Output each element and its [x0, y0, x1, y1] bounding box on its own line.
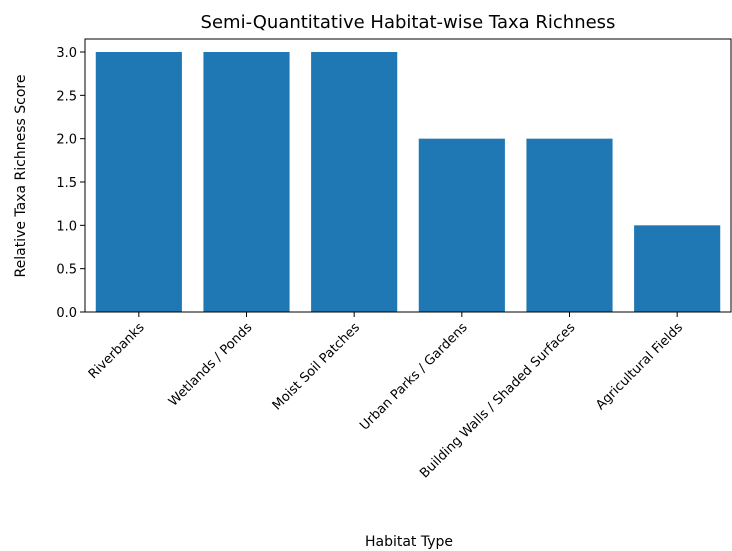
bar-3: [418, 138, 505, 312]
bar-4: [526, 138, 613, 312]
x-axis: Riverbanks Wetlands / Ponds Moist Soil Pat…: [86, 312, 686, 481]
chart-title: Semi-Quantitative Habitat-wise Taxa Rich…: [201, 12, 616, 33]
y-tick-label-6: 3.0: [56, 46, 77, 61]
y-tick-label-4: 2.0: [56, 133, 77, 148]
x-axis-label: Habitat Type: [365, 534, 453, 550]
x-tick-label-5: Agricultural Fields: [593, 320, 686, 413]
plot-frame: [84, 38, 732, 313]
x-tick-label-0: Riverbanks: [86, 320, 148, 382]
y-axis: 0.0 0.5 1.0 1.5 2.0 2.5 3.0: [56, 46, 85, 321]
bar-0: [95, 52, 182, 312]
y-tick-label-0: 0.0: [56, 306, 77, 321]
x-tick-label-3: Urban Parks / Gardens: [357, 320, 471, 434]
bar-2: [311, 52, 398, 312]
bar-5: [634, 225, 721, 312]
y-tick-label-2: 1.0: [56, 219, 77, 234]
y-tick-label-5: 2.5: [56, 89, 77, 104]
bars-group: [95, 52, 721, 312]
x-tick-label-2: Moist Soil Patches: [270, 320, 363, 413]
bar-1: [203, 52, 290, 312]
y-tick-label-3: 1.5: [56, 176, 77, 191]
plot-area: 0.0 0.5 1.0 1.5 2.0 2.5 3.0 Riverbanks Wetlands…: [56, 38, 732, 481]
y-tick-label-1: 0.5: [56, 263, 77, 278]
x-tick-label-1: Wetlands / Ponds: [166, 320, 255, 409]
y-axis-label: Relative Taxa Richness Score: [13, 75, 29, 278]
